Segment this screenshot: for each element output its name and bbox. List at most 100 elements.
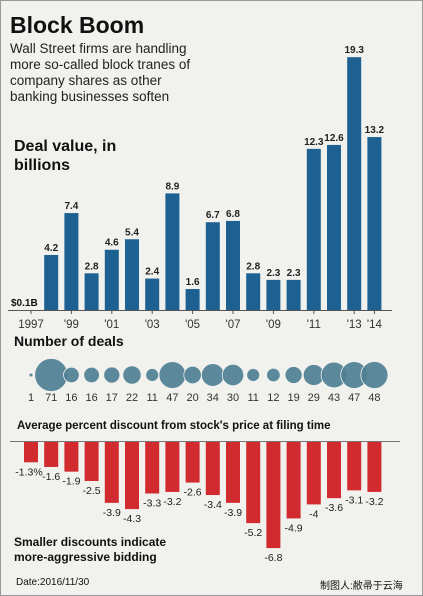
deal-value-label: 7.4 — [64, 201, 78, 212]
discount-bar — [367, 442, 382, 492]
discount-label: -6.8 — [264, 552, 282, 564]
deal-count-label: 12 — [267, 392, 279, 404]
discount-label: -1.3% — [15, 466, 42, 478]
deal-count-bubble — [246, 368, 261, 382]
deal-count-bubble — [183, 365, 202, 385]
deal-count-bubble — [145, 368, 160, 382]
discount-label: -4.3 — [123, 513, 141, 525]
discount-label: -3.3 — [143, 497, 161, 509]
discount-bar — [306, 442, 321, 505]
deal-value-bar — [367, 137, 382, 310]
discount-bar — [44, 442, 59, 467]
x-tick-label: '05 — [185, 319, 200, 331]
discount-bar — [205, 442, 220, 496]
deal-value-label: 6.7 — [206, 210, 220, 221]
deal-value-bar — [306, 148, 321, 310]
deal-value-bar — [44, 254, 59, 310]
deal-count-label: 16 — [85, 392, 97, 404]
deal-count-label: 71 — [45, 392, 57, 404]
x-tick-label: '11 — [307, 319, 321, 331]
deal-value-label: 12.6 — [324, 133, 344, 144]
x-tick-label: '09 — [266, 319, 281, 331]
deal-value-label: 6.8 — [226, 209, 240, 220]
deal-value-label: 8.9 — [165, 181, 179, 192]
deal-count-label: 11 — [247, 392, 258, 404]
discount-label: -2.5 — [83, 485, 101, 497]
discount-bar — [64, 442, 79, 472]
discount-label: -4 — [309, 508, 318, 520]
deal-count-label: 16 — [65, 392, 77, 404]
deal-count-bubble — [158, 361, 187, 389]
deal-count-bubble — [360, 361, 389, 389]
deal-value-bar — [226, 220, 240, 310]
deal-value-label: 2.8 — [246, 261, 260, 272]
discount-heading: Average percent discount from stock's pr… — [17, 420, 331, 432]
x-tick-label: '14 — [367, 319, 383, 331]
deal-count-bubble — [266, 367, 281, 383]
discount-label: -3.1 — [345, 494, 363, 506]
chart-subtitle: Wall Street firms are handling more so-c… — [10, 41, 191, 104]
deals-heading: Number of deals — [14, 333, 124, 349]
date-text: Date:2016/11/30 — [16, 577, 90, 588]
deal-value-label: 2.3 — [266, 268, 280, 279]
deal-count-label: 20 — [186, 392, 198, 404]
x-tick-label: '01 — [104, 319, 119, 331]
deal-value-label: 2.4 — [145, 267, 159, 278]
discount-label: -3.4 — [204, 499, 222, 511]
discount-bar — [24, 442, 38, 463]
deal-count-bubble — [34, 358, 69, 392]
discount-bar — [246, 442, 261, 524]
deal-count-bubble — [83, 366, 100, 384]
x-tick-label: '13 — [347, 319, 362, 331]
discount-bar — [347, 442, 362, 491]
discount-bar — [104, 442, 119, 503]
deal-value-label: 19.3 — [344, 45, 364, 56]
deal-count-label: 34 — [207, 392, 219, 404]
x-tick-label: '03 — [145, 319, 160, 331]
discount-label: -3.9 — [224, 507, 242, 519]
discount-label: -3.6 — [325, 502, 343, 514]
discount-label: -2.6 — [184, 487, 202, 499]
deal-value-label: 12.3 — [304, 137, 324, 148]
discount-label: -3.2 — [365, 496, 383, 508]
deal-value-label: $0.1B — [11, 298, 38, 309]
discount-label: -1.6 — [42, 471, 60, 483]
deal-count-label: 30 — [227, 392, 239, 404]
discount-label: -5.2 — [244, 527, 262, 539]
deal-value-label: 2.3 — [287, 268, 301, 279]
deal-count-label: 47 — [348, 392, 360, 404]
deal-count-bubble — [122, 365, 142, 385]
deal-count-bubble — [221, 363, 245, 387]
chart-title: Block Boom — [10, 12, 145, 38]
deal-value-bar — [347, 57, 362, 310]
deal-count-bubble — [63, 366, 80, 384]
discount-bar — [185, 442, 200, 483]
deal-value-bar — [185, 289, 200, 310]
deal-value-bar — [205, 222, 220, 310]
deal-count-bubble — [103, 366, 121, 384]
deal-count-label: 19 — [287, 392, 299, 404]
deal-value-label: 4.2 — [44, 243, 58, 254]
deal-value-bar — [266, 279, 281, 310]
discount-bar — [266, 442, 281, 549]
discount-label: -3.2 — [163, 496, 181, 508]
discount-label: -1.9 — [62, 476, 80, 488]
x-tick-label: 1997 — [18, 319, 44, 331]
deal-count-bubble — [28, 372, 34, 378]
deal-value-label: 5.4 — [125, 227, 139, 238]
deal-count-bubble — [200, 363, 225, 387]
discount-bar — [327, 442, 341, 499]
discount-bar — [145, 442, 160, 494]
deal-value-bar — [286, 279, 301, 310]
deal-count-label: 48 — [368, 392, 380, 404]
x-tick-label: '99 — [64, 319, 79, 331]
deal-value-bar — [125, 239, 139, 310]
deal-value-bar — [84, 273, 99, 310]
deal-value-bar — [165, 193, 180, 310]
deal-value-bar — [104, 249, 119, 310]
discount-label: -4.9 — [285, 522, 303, 534]
credit-text: 制图人:敝帚于云海 — [320, 581, 403, 592]
deal-count-label: 29 — [308, 392, 320, 404]
deal-value-bar — [246, 273, 261, 310]
